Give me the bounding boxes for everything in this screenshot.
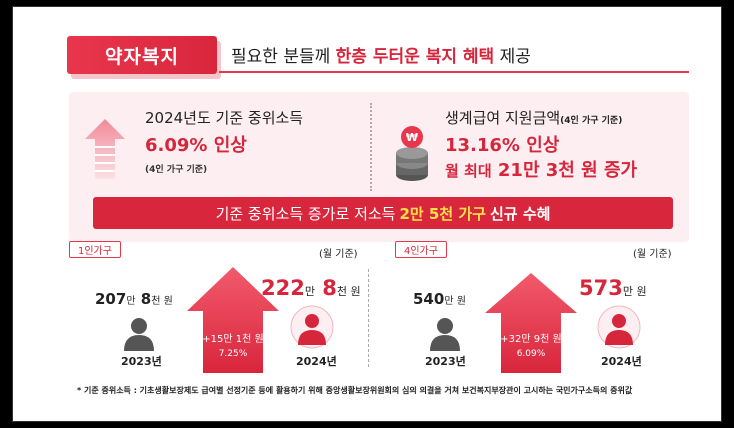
max-prefix: 월 최대 bbox=[445, 162, 492, 180]
single-increase-arrow bbox=[187, 267, 279, 373]
family-household-pill: 4인가구 bbox=[395, 241, 447, 258]
single-2024-cheon: 8 bbox=[322, 276, 337, 300]
family-diff-pct: 6.09% bbox=[516, 349, 546, 359]
single-diff-pct: 7.25% bbox=[218, 349, 248, 359]
headline-after: 제공 bbox=[499, 47, 531, 67]
family-year-2023: 2023년 bbox=[425, 355, 466, 368]
family-2023-man: 540 bbox=[413, 290, 445, 308]
max-value: 21만 3천 원 증가 bbox=[497, 160, 638, 181]
info-divider bbox=[370, 103, 372, 191]
person-2023-icon bbox=[124, 318, 154, 351]
person-2024-family-icon bbox=[597, 305, 641, 349]
panel-divider bbox=[368, 269, 369, 367]
single-2023-value: 207만 8천 원 bbox=[95, 290, 173, 308]
person-2023-family-icon bbox=[430, 318, 460, 351]
person-2024-icon bbox=[290, 305, 334, 349]
single-household-pill: 1인가구 bbox=[69, 241, 121, 258]
median-income-note: (4인 가구 기준) bbox=[145, 165, 208, 175]
family-2024-unit1: 만 원 bbox=[622, 285, 647, 298]
single-2023-man: 207 bbox=[95, 290, 127, 308]
single-year-2024: 2024년 bbox=[296, 355, 337, 368]
livelihood-benefit-note: (4인 가구 기준) bbox=[560, 116, 623, 126]
headline-highlight: 한층 두터운 복지 혜택 bbox=[335, 47, 495, 67]
family-diff: +32만 9천 원 6.09% bbox=[497, 333, 565, 361]
single-year-2023: 2023년 bbox=[121, 355, 162, 368]
family-2023-unit1: 만 원 bbox=[444, 296, 466, 307]
footnote: * 기준 중위소득 : 기초생활보장제도 급여별 선정기준 등에 활용하기 위해… bbox=[77, 386, 633, 395]
family-year-2024: 2024년 bbox=[601, 355, 642, 368]
new-beneficiaries-banner: 기준 중위소득 증가로 저소득 2만 5천 가구 신규 수혜 bbox=[93, 197, 673, 229]
single-2024-man: 222 bbox=[261, 276, 305, 300]
infographic: 약자복지 필요한 분들께 한층 두터운 복지 혜택 제공 2024년도 기준 중… bbox=[12, 6, 722, 422]
family-household-unit: (월 기준) bbox=[633, 249, 672, 260]
increase-arrow-icon bbox=[85, 119, 125, 179]
single-diff-amount: +15만 1천 원 bbox=[202, 334, 264, 345]
family-2024-value: 573만 원 bbox=[579, 276, 647, 300]
category-tag: 약자복지 bbox=[67, 36, 217, 74]
single-diff: +15만 1천 원 7.25% bbox=[199, 333, 267, 361]
family-diff-amount: +32만 9천 원 bbox=[500, 334, 562, 345]
family-increase-arrow bbox=[485, 273, 577, 373]
family-2023-value: 540만 원 bbox=[413, 290, 466, 308]
single-household-unit: (월 기준) bbox=[319, 249, 358, 260]
livelihood-benefit-increase: 13.16% 인상 bbox=[445, 135, 560, 156]
banner-after: 신규 수혜 bbox=[490, 204, 551, 223]
headline: 필요한 분들께 한층 두터운 복지 혜택 제공 bbox=[231, 42, 531, 67]
livelihood-benefit-title: 생계급여 지원금액 bbox=[445, 109, 561, 127]
single-2024-unit1: 만 bbox=[304, 285, 315, 298]
coin-stack-icon: ₩ bbox=[396, 126, 428, 181]
livelihood-benefit-max: 월 최대 21만 3천 원 증가 bbox=[445, 156, 637, 182]
single-2024-unit2: 천 원 bbox=[336, 285, 361, 298]
family-2024-man: 573 bbox=[579, 276, 623, 300]
svg-text:₩: ₩ bbox=[406, 131, 418, 144]
single-2023-unit2: 천 원 bbox=[151, 296, 173, 307]
livelihood-benefit-label: 생계급여 지원금액(4인 가구 기준) bbox=[445, 107, 622, 128]
single-2023-cheon: 8 bbox=[140, 290, 152, 308]
median-income-increase: 6.09% 인상 bbox=[145, 135, 247, 156]
banner-highlight: 2만 5천 가구 bbox=[399, 204, 486, 223]
single-2024-value: 222만 8천 원 bbox=[261, 276, 361, 300]
headline-before: 필요한 분들께 bbox=[231, 47, 331, 67]
median-income-label: 2024년도 기준 중위소득 bbox=[145, 109, 304, 127]
single-2023-unit1: 만 bbox=[126, 296, 136, 307]
banner-before: 기준 중위소득 증가로 저소득 bbox=[215, 204, 396, 223]
header-underline bbox=[219, 71, 689, 73]
